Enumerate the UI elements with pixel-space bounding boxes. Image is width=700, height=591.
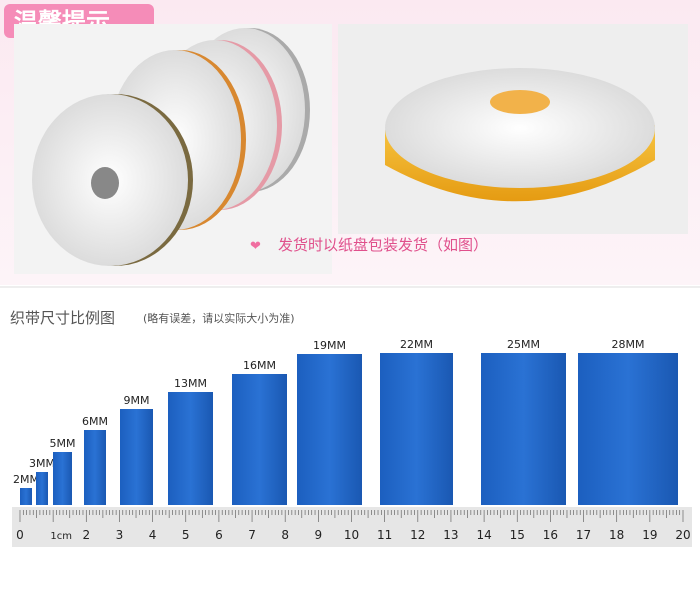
ribbon-label: 28MM: [612, 338, 645, 351]
chart-area: 2MM 3MM 5MM 6MM 9MM 13MM 16MM 19MM 22MM 25MM 28MM 0…: [13, 338, 691, 542]
ribbon: [578, 353, 678, 505]
ribbon-label: 5MM: [50, 437, 76, 450]
ribbon: [297, 354, 362, 505]
ruler-label: 8: [281, 528, 289, 542]
ribbon: [36, 472, 48, 505]
photo-caption: 发货时以纸盘包装发货（如图）: [278, 236, 488, 254]
ruler-label: 3: [116, 528, 124, 542]
ribbon-label: 13MM: [174, 377, 207, 390]
ribbon-label: 3MM: [29, 457, 55, 470]
ribbon-label: 19MM: [313, 339, 346, 352]
ruler-label: 15: [510, 528, 525, 542]
ribbon-label: 9MM: [124, 394, 150, 407]
ruler-label: 19: [642, 528, 657, 542]
ruler-label: 18: [609, 528, 624, 542]
ruler-label: 9: [315, 528, 323, 542]
ruler-label: 13: [443, 528, 458, 542]
ruler-label: 7: [248, 528, 256, 542]
ribbon-label: 2MM: [13, 473, 39, 486]
ruler-label: 2: [82, 528, 90, 542]
section-note: (略有误差，请以实际大小为准): [143, 311, 295, 325]
ruler-label: 10: [344, 528, 359, 542]
ribbon: [84, 430, 106, 505]
ruler: [12, 507, 692, 547]
ribbon-label: 16MM: [243, 359, 276, 372]
ruler-label: 0: [16, 528, 24, 542]
ribbon: [232, 374, 287, 505]
spools: [32, 28, 310, 266]
ruler-label: 6: [215, 528, 223, 542]
ruler-label: 5: [182, 528, 190, 542]
ribbon: [20, 488, 32, 505]
ribbon: [481, 353, 566, 505]
ribbon: [53, 452, 72, 505]
yellow-spool: [385, 68, 655, 202]
heart-icon: ❤: [250, 239, 261, 254]
ribbon-label: 22MM: [400, 338, 433, 351]
ruler-label: 12: [410, 528, 425, 542]
ribbon-label: 6MM: [82, 415, 108, 428]
section-title: 织带尺寸比例图: [10, 309, 115, 327]
ruler-label: 14: [476, 528, 491, 542]
ruler-label: 16: [543, 528, 558, 542]
ruler-label: 1cm: [50, 531, 72, 542]
ruler-label: 4: [149, 528, 157, 542]
ribbon: [380, 353, 453, 505]
ribbon: [120, 409, 153, 505]
ribbon: [168, 392, 213, 505]
ruler-label: 17: [576, 528, 591, 542]
ruler-label: 11: [377, 528, 392, 542]
ruler-label: 20: [675, 528, 690, 542]
ribbon-label: 25MM: [507, 338, 540, 351]
